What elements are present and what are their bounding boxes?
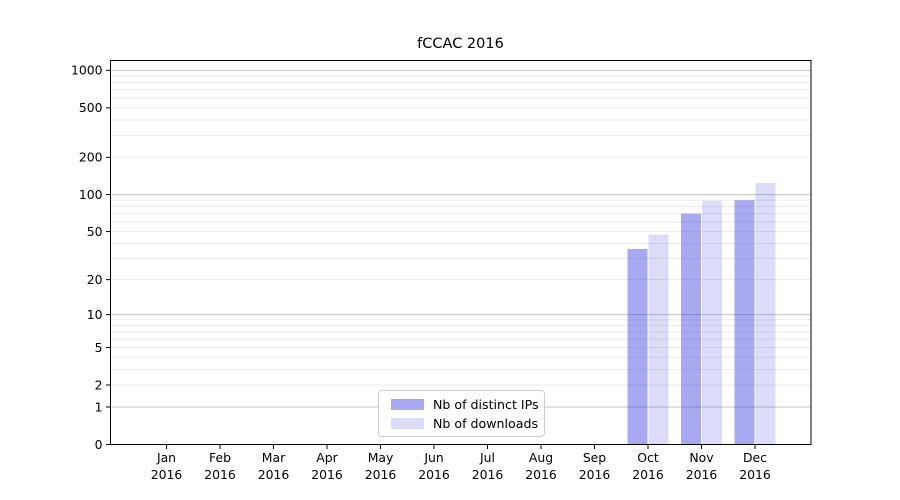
x-tick-label-year: 2016 (418, 467, 450, 482)
legend-swatch-distinct-ips (391, 398, 424, 410)
bar-downloads-nov (702, 200, 722, 445)
x-tick-label-month: May (368, 450, 394, 465)
legend: Nb of distinct IPs Nb of downloads (378, 390, 545, 437)
y-tick-label: 0 (95, 437, 103, 452)
bar-distinct-ips-oct (627, 248, 648, 445)
bar-downloads-dec (755, 183, 776, 445)
legend-item-downloads: Nb of downloads (391, 415, 539, 431)
bar-distinct-ips-nov (681, 213, 701, 445)
x-tick-label-month: Mar (262, 450, 286, 465)
x-tick-label-year: 2016 (151, 467, 183, 482)
x-tick-label-month: Jan (156, 450, 176, 465)
y-tick-label: 20 (87, 272, 103, 287)
x-tick-label-year: 2016 (632, 467, 664, 482)
x-tick-label-year: 2016 (579, 467, 611, 482)
x-tick-label-month: Aug (529, 450, 553, 465)
y-tick-label: 200 (79, 150, 103, 165)
y-tick-label: 2 (95, 377, 103, 392)
y-tick-label: 5 (95, 340, 103, 355)
x-tick-label-month: Feb (209, 450, 231, 465)
x-tick-label-month: Oct (637, 450, 659, 465)
x-tick-label-year: 2016 (204, 467, 236, 482)
x-tick-label-year: 2016 (525, 467, 557, 482)
x-tick-label-month: Apr (316, 450, 338, 465)
legend-label-downloads: Nb of downloads (433, 415, 539, 431)
y-tick-label: 1 (95, 399, 103, 414)
x-tick-label-year: 2016 (739, 467, 771, 482)
x-tick-label-year: 2016 (472, 467, 504, 482)
x-tick-label-month: Sep (583, 450, 606, 465)
y-tick-label: 100 (79, 187, 103, 202)
bar-distinct-ips-dec (734, 200, 755, 445)
x-tick-label-year: 2016 (258, 467, 290, 482)
legend-swatch-downloads (391, 417, 424, 429)
x-tick-label-year: 2016 (686, 467, 718, 482)
legend-item-distinct-ips: Nb of distinct IPs (391, 396, 539, 412)
y-tick-label: 1000 (71, 63, 103, 78)
bar-downloads-oct (648, 234, 669, 445)
y-tick-label: 500 (79, 100, 103, 115)
chart-title: fCCAC 2016 (417, 36, 504, 52)
x-tick-label-month: Nov (689, 450, 713, 465)
x-tick-label-month: Jul (479, 450, 495, 465)
x-tick-label-year: 2016 (311, 467, 343, 482)
y-tick-label: 10 (87, 307, 103, 322)
y-tick-label: 50 (87, 224, 103, 239)
x-tick-label-month: Dec (743, 450, 767, 465)
x-tick-label-month: Jun (423, 450, 443, 465)
plot-frame (110, 60, 812, 445)
legend-label-distinct-ips: Nb of distinct IPs (433, 396, 539, 412)
x-tick-label-year: 2016 (365, 467, 397, 482)
